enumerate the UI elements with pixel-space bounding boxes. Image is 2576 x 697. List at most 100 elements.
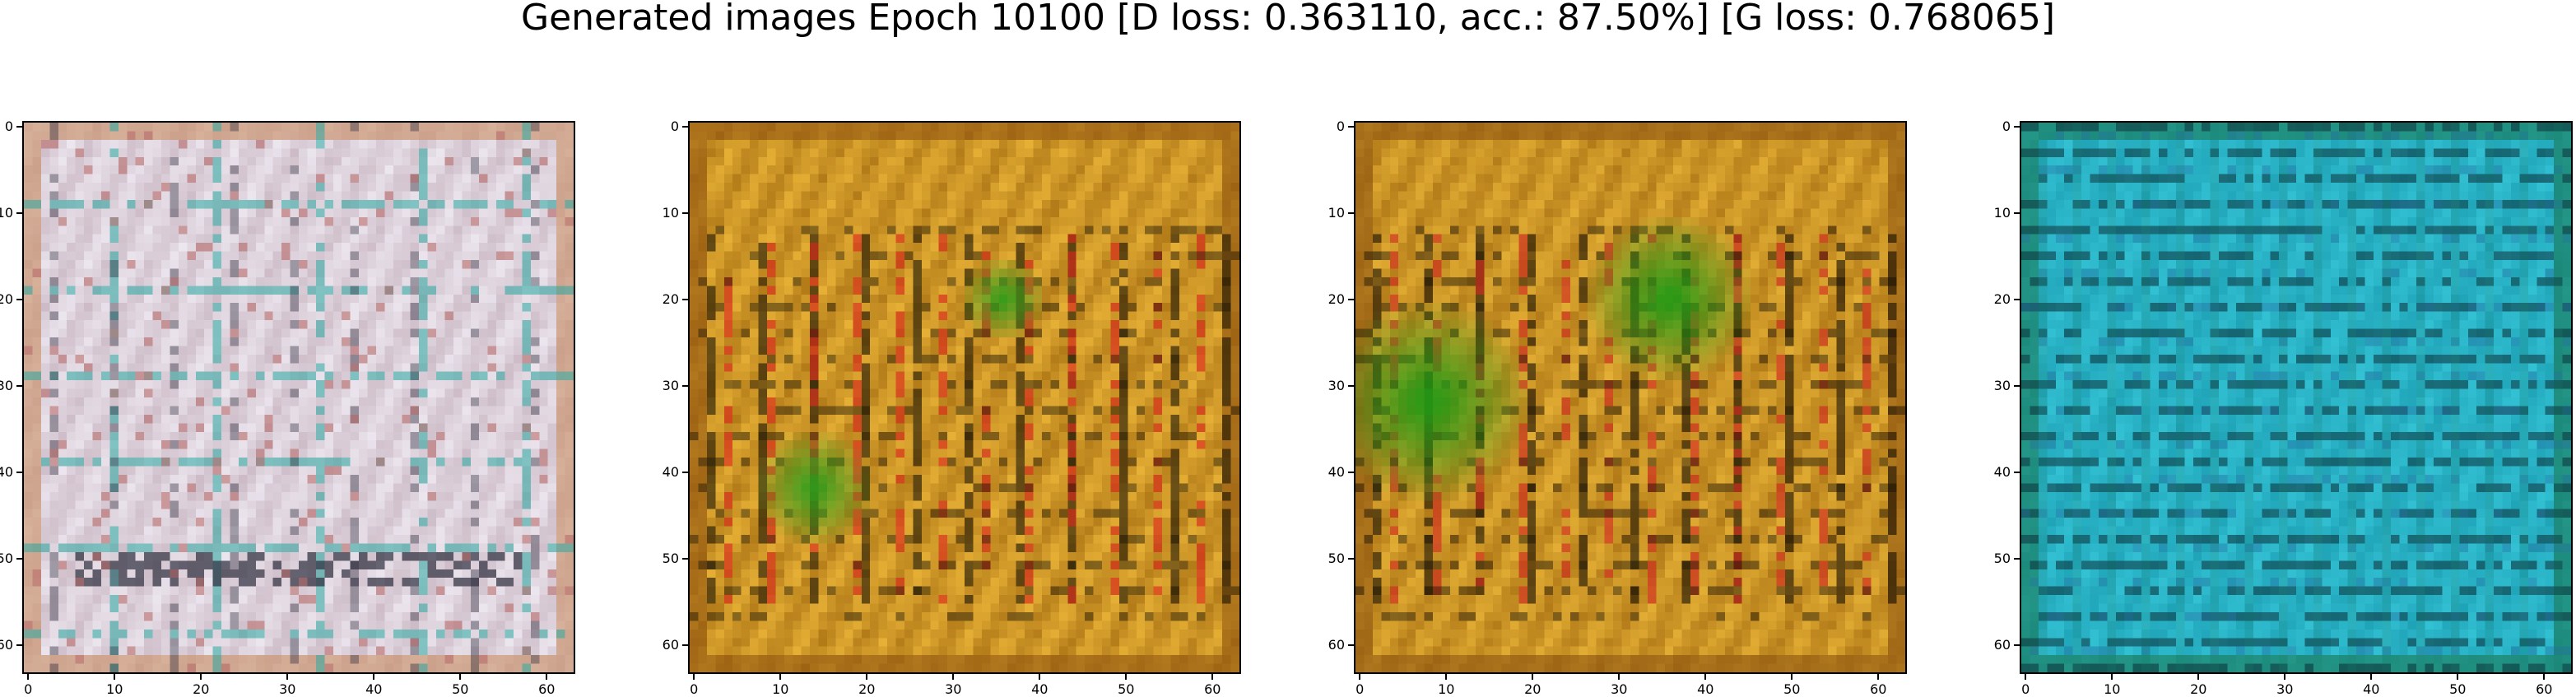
x-tick-mark: [1532, 674, 1534, 680]
x-tick-label: 0: [2021, 681, 2030, 697]
y-tick-mark: [1348, 299, 1354, 301]
y-tick-mark: [682, 472, 688, 474]
x-tick-mark: [2111, 674, 2113, 680]
y-tick-label: 30: [0, 378, 13, 394]
y-tick-mark: [2014, 126, 2020, 128]
generated-image-pixels: [1355, 123, 1905, 672]
y-tick-mark: [1348, 644, 1354, 647]
x-tick-label: 10: [772, 681, 789, 697]
x-tick-label: 20: [193, 681, 210, 697]
generated-image-panel-3: 0 0 10 10 20 20 30 30 40 40 50 50 60 60: [1328, 120, 1907, 696]
x-tick-mark: [1791, 674, 1793, 680]
x-tick-label: 20: [2190, 681, 2207, 697]
y-tick-label: 0: [2002, 118, 2011, 135]
x-tick-mark: [27, 674, 30, 680]
x-tick-mark: [1211, 674, 1214, 680]
figure-title: Generated images Epoch 10100 [D loss: 0.…: [520, 0, 2056, 39]
y-tick-mark: [16, 644, 22, 647]
generated-image-1: [22, 121, 575, 674]
y-tick-mark: [1348, 558, 1354, 560]
y-tick-mark: [1348, 126, 1354, 128]
x-tick-mark: [2025, 674, 2027, 680]
y-tick-mark: [1348, 472, 1354, 474]
x-tick-label: 10: [106, 681, 123, 697]
y-tick-label: 50: [1993, 551, 2011, 567]
x-tick-mark: [1125, 674, 1128, 680]
x-tick-mark: [2543, 674, 2546, 680]
y-tick-label: 20: [0, 291, 13, 308]
y-tick-mark: [1348, 385, 1354, 388]
y-tick-mark: [682, 558, 688, 560]
x-tick-mark: [200, 674, 202, 680]
y-tick-mark: [2014, 558, 2020, 560]
y-tick-label: 40: [1328, 464, 1345, 481]
x-tick-label: 60: [1204, 681, 1221, 697]
x-tick-mark: [286, 674, 289, 680]
y-tick-label: 60: [0, 637, 13, 653]
x-tick-label: 0: [24, 681, 33, 697]
y-tick-mark: [16, 472, 22, 474]
x-tick-label: 40: [2363, 681, 2380, 697]
x-tick-label: 40: [1031, 681, 1049, 697]
y-tick-label: 40: [1993, 464, 2011, 481]
x-tick-mark: [114, 674, 116, 680]
x-tick-label: 0: [1355, 681, 1365, 697]
y-tick-label: 60: [1993, 637, 2011, 653]
x-tick-mark: [952, 674, 955, 680]
generated-image-panel-2: 0 0 10 10 20 20 30 30 40 40 50 50 60 60: [663, 120, 1241, 696]
generated-image-panel-1: 0 0 10 10 20 20 30 30 40 40 50 50 60 60: [0, 120, 575, 696]
y-tick-mark: [682, 212, 688, 215]
x-tick-mark: [2457, 674, 2459, 680]
x-tick-label: 40: [1697, 681, 1714, 697]
x-tick-mark: [1877, 674, 1880, 680]
x-tick-mark: [866, 674, 868, 680]
y-tick-mark: [16, 385, 22, 388]
x-tick-mark: [1618, 674, 1620, 680]
x-tick-label: 0: [690, 681, 699, 697]
x-tick-mark: [1704, 674, 1707, 680]
x-tick-label: 60: [1870, 681, 1887, 697]
y-tick-label: 0: [1336, 118, 1345, 135]
y-tick-label: 10: [1328, 205, 1345, 221]
x-tick-label: 30: [2276, 681, 2294, 697]
x-tick-mark: [546, 674, 548, 680]
y-tick-label: 10: [1993, 205, 2011, 221]
x-tick-label: 50: [452, 681, 469, 697]
x-tick-label: 50: [1118, 681, 1135, 697]
y-tick-mark: [2014, 212, 2020, 215]
x-tick-label: 60: [2536, 681, 2553, 697]
y-tick-mark: [16, 126, 22, 128]
x-tick-mark: [373, 674, 375, 680]
x-tick-label: 20: [1524, 681, 1541, 697]
generated-image-pixels: [24, 123, 574, 672]
y-tick-label: 20: [662, 291, 679, 308]
x-tick-mark: [693, 674, 695, 680]
y-tick-label: 10: [0, 205, 13, 221]
y-tick-mark: [16, 558, 22, 560]
x-tick-label: 10: [2104, 681, 2121, 697]
x-tick-mark: [2284, 674, 2286, 680]
y-tick-mark: [2014, 299, 2020, 301]
x-tick-mark: [1039, 674, 1041, 680]
y-tick-mark: [16, 299, 22, 301]
x-tick-label: 50: [2449, 681, 2467, 697]
y-tick-label: 20: [1993, 291, 2011, 308]
x-tick-label: 20: [858, 681, 876, 697]
y-tick-label: 60: [1328, 637, 1345, 653]
y-tick-mark: [682, 644, 688, 647]
x-tick-label: 30: [945, 681, 962, 697]
x-tick-mark: [1359, 674, 1361, 680]
y-tick-label: 20: [1328, 291, 1345, 308]
x-tick-mark: [2197, 674, 2200, 680]
y-tick-mark: [2014, 472, 2020, 474]
y-tick-label: 10: [662, 205, 679, 221]
y-tick-label: 50: [1328, 551, 1345, 567]
x-tick-label: 30: [279, 681, 296, 697]
y-tick-label: 30: [1328, 378, 1345, 394]
x-tick-mark: [779, 674, 782, 680]
generated-image-2: [688, 121, 1241, 674]
generated-image-3: [1354, 121, 1907, 674]
y-tick-label: 40: [662, 464, 679, 481]
x-tick-label: 30: [1611, 681, 1628, 697]
generated-image-pixels: [690, 123, 1239, 672]
